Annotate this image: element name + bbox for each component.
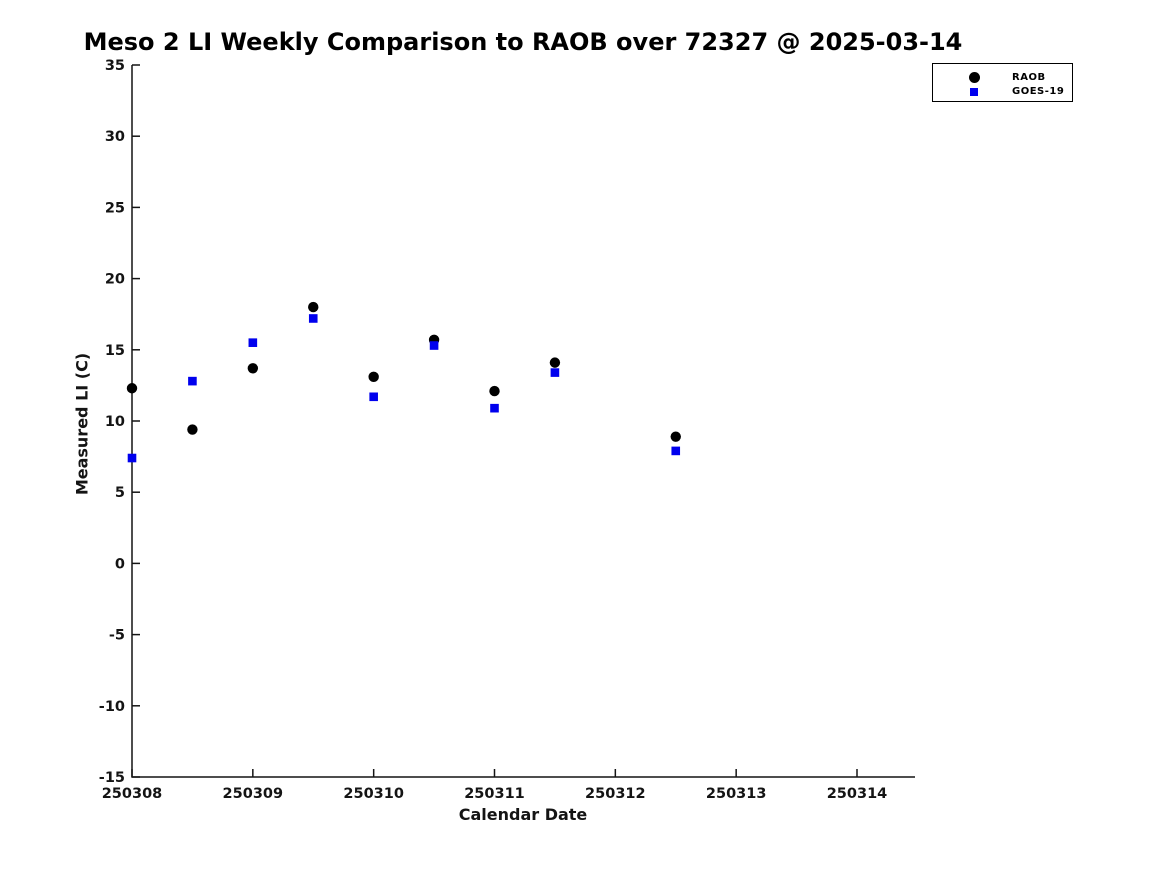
y-tick-label: 35	[105, 58, 125, 74]
legend-entry-goes19: GOES-19	[933, 84, 1072, 99]
x-tick-label: 250309	[223, 786, 284, 802]
x-tick-label: 250312	[585, 786, 646, 802]
legend-label-raob: RAOB	[1012, 71, 1046, 83]
y-tick-label: 20	[105, 272, 125, 288]
x-tick-label: 250311	[464, 786, 525, 802]
x-axis-label: Calendar Date	[458, 805, 588, 824]
data-point-goes-19	[550, 368, 560, 377]
x-tick-label: 250313	[706, 786, 767, 802]
axis-spines	[131, 65, 915, 778]
goes19-square-marker-icon	[968, 87, 980, 96]
x-tick-label: 250308	[102, 786, 163, 802]
x-tick-label: 250314	[827, 786, 888, 802]
data-point-raob	[670, 431, 681, 442]
data-point-goes-19	[248, 338, 258, 347]
y-tick-label: -10	[99, 699, 125, 715]
data-point-raob	[247, 363, 259, 374]
legend: RAOB GOES-19	[932, 63, 1073, 102]
data-point-goes-19	[490, 403, 499, 413]
legend-entry-raob: RAOB	[933, 70, 1072, 84]
data-point-goes-19	[429, 341, 439, 350]
data-point-raob	[187, 424, 198, 435]
data-point-raob	[549, 357, 561, 368]
data-point-raob	[126, 383, 138, 394]
y-tick-label: 15	[105, 343, 125, 359]
data-point-goes-19	[671, 446, 681, 456]
legend-label-goes19: GOES-19	[1012, 86, 1065, 97]
data-point-goes-19	[308, 314, 318, 323]
data-point-goes-19	[127, 453, 137, 463]
y-tick-label: -5	[109, 628, 125, 644]
data-point-raob	[489, 385, 500, 397]
data-point-goes-19	[188, 376, 197, 386]
data-point-raob	[368, 371, 379, 383]
y-tick-label: 5	[115, 485, 125, 501]
y-tick-label: 25	[105, 200, 125, 216]
data-point-goes-19	[369, 392, 378, 402]
y-tick-label: 10	[105, 414, 125, 430]
y-tick-label: -15	[99, 770, 125, 786]
y-axis-label: Measured LI (C)	[72, 352, 92, 496]
y-tick-label: 0	[115, 556, 125, 572]
chart-title: Meso 2 LI Weekly Comparison to RAOB over…	[83, 28, 963, 56]
y-tick-label: 30	[105, 129, 125, 145]
data-point-raob	[308, 301, 319, 313]
raob-circle-marker-icon	[968, 71, 980, 83]
x-tick-label: 250310	[343, 786, 404, 802]
